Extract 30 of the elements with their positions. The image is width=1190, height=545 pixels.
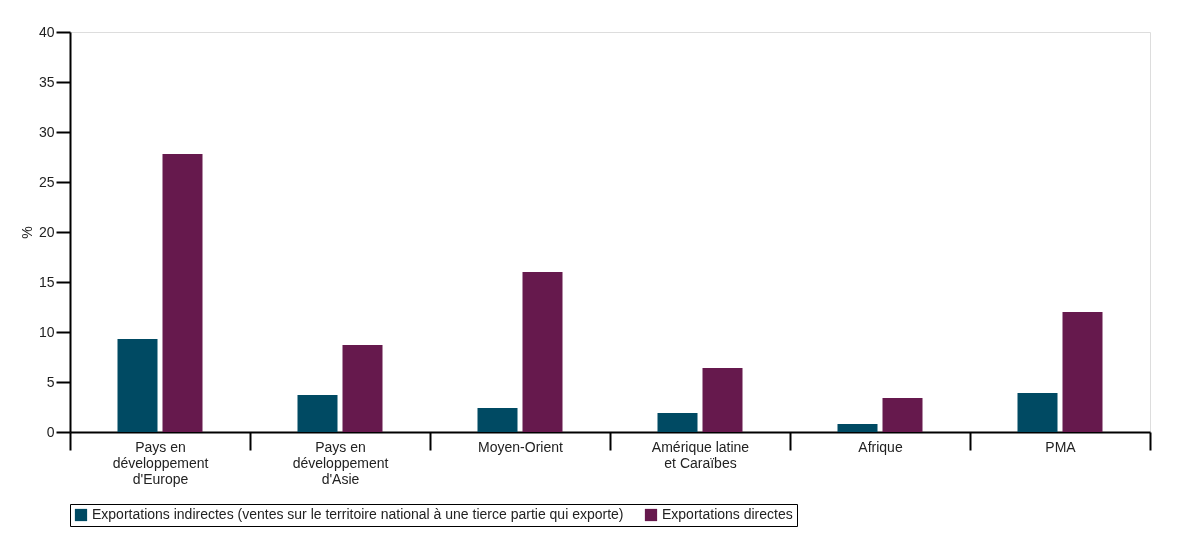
legend-label: Exportations indirectes (ventes sur le territoire national à une tierce partie qui exporte) [92, 506, 624, 522]
bar [702, 368, 743, 432]
x-tick-label: Moyen-Orient [478, 438, 564, 455]
x-tick-label: Pays en développement d'Asie [292, 438, 389, 487]
bar [477, 408, 518, 432]
bar [117, 339, 158, 432]
bar [1062, 312, 1103, 432]
y-tick-label: 5 [46, 373, 55, 390]
bar [522, 272, 563, 432]
y-tick-label: 0 [46, 423, 55, 440]
y-tick-label: 40 [38, 23, 55, 40]
bar [837, 424, 878, 432]
x-tick-label: PMA [1045, 438, 1077, 455]
y-tick-label: 20 [38, 223, 55, 240]
bar [1017, 393, 1058, 432]
y-tick-label: 15 [38, 273, 55, 290]
y-tick-label: 25 [38, 173, 55, 190]
x-tick-label: Pays en développement d'Europe [112, 438, 209, 487]
x-tick-label: Afrique [858, 438, 903, 455]
bar [882, 398, 923, 432]
y-axis-title: % [18, 226, 35, 239]
bar [297, 395, 338, 432]
bar [342, 345, 383, 432]
y-tick-label: 10 [38, 323, 55, 340]
y-tick-label: 35 [38, 73, 55, 90]
y-tick-label: 30 [38, 123, 55, 140]
bar [162, 154, 203, 432]
bar [657, 413, 698, 432]
legend-label: Exportations directes [662, 506, 793, 522]
x-tick-label: Amérique latine et Caraïbes [651, 438, 750, 471]
